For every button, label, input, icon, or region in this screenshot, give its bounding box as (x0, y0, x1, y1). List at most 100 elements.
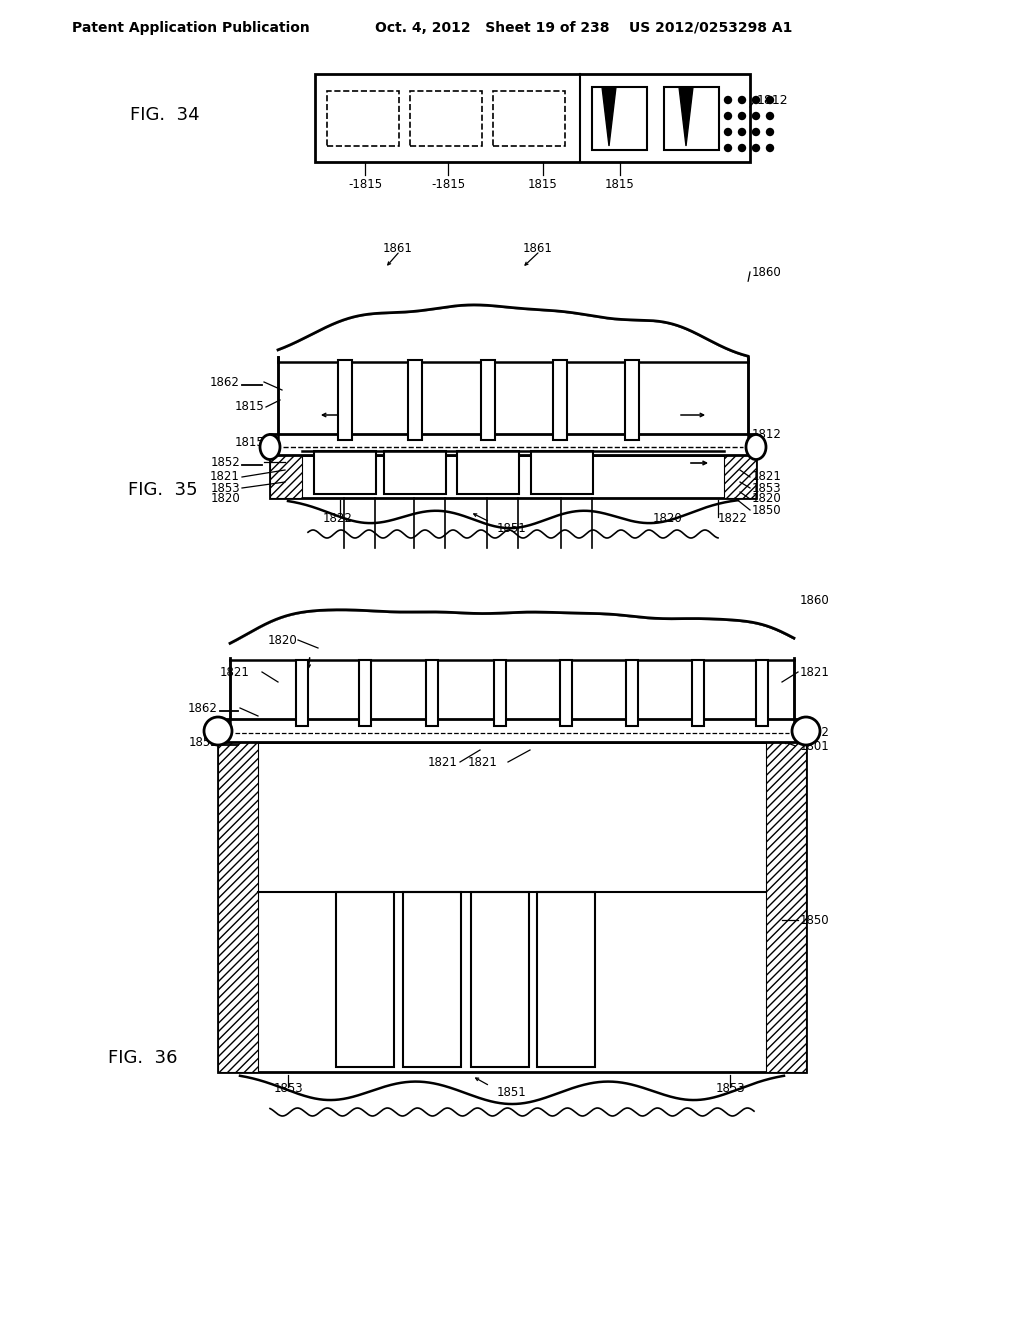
Ellipse shape (792, 717, 820, 744)
Text: 1820: 1820 (653, 511, 683, 524)
Bar (493, 91, 565, 147)
Text: 1860: 1860 (800, 594, 829, 606)
Text: 1861: 1861 (373, 583, 402, 597)
Ellipse shape (746, 434, 766, 459)
Bar (230, 595, 794, 660)
Bar (626, 660, 638, 726)
Text: 1852: 1852 (188, 735, 218, 748)
Polygon shape (679, 87, 693, 147)
Bar (531, 451, 593, 494)
Text: 1860: 1860 (752, 265, 781, 279)
Text: 1850: 1850 (752, 503, 781, 516)
Text: 1853: 1853 (273, 1081, 303, 1094)
Text: -1815: -1815 (431, 177, 465, 190)
Text: 1821: 1821 (428, 755, 458, 768)
Bar (384, 451, 446, 494)
Circle shape (725, 128, 731, 136)
Bar (592, 87, 647, 150)
Bar (724, 455, 756, 498)
Text: 1821: 1821 (210, 470, 240, 483)
Bar (537, 892, 595, 1067)
Bar (426, 660, 438, 726)
Bar (327, 91, 399, 147)
Text: 1861: 1861 (383, 242, 413, 255)
Circle shape (738, 128, 745, 136)
Bar (230, 660, 794, 723)
Bar (270, 434, 756, 455)
Text: 1861: 1861 (525, 583, 555, 597)
Circle shape (767, 112, 773, 120)
Bar (625, 360, 639, 440)
Circle shape (753, 96, 760, 103)
Circle shape (767, 96, 773, 103)
Text: 1801: 1801 (800, 741, 829, 754)
Bar (766, 742, 806, 1072)
Text: 1850: 1850 (800, 913, 829, 927)
Circle shape (753, 112, 760, 120)
Text: 1815: 1815 (234, 436, 264, 449)
Polygon shape (602, 87, 616, 147)
Circle shape (753, 144, 760, 152)
Bar (410, 91, 482, 147)
Text: 1853: 1853 (210, 482, 240, 495)
Text: 1821: 1821 (220, 665, 250, 678)
Bar (230, 660, 794, 723)
Bar (338, 360, 352, 440)
Text: 1861: 1861 (523, 242, 553, 255)
Text: 1820: 1820 (752, 492, 781, 506)
Text: 1853: 1853 (752, 482, 781, 495)
Text: 1815: 1815 (234, 400, 264, 413)
Circle shape (738, 144, 745, 152)
Bar (471, 892, 529, 1067)
Bar (494, 660, 506, 726)
Bar (314, 451, 376, 494)
Bar (296, 660, 308, 726)
Text: 1822: 1822 (323, 511, 353, 524)
Bar (481, 360, 495, 440)
Bar (278, 362, 748, 438)
Bar (336, 892, 394, 1067)
Text: 1815: 1815 (605, 177, 635, 190)
Bar (408, 360, 422, 440)
Bar (278, 362, 748, 438)
Text: Patent Application Publication: Patent Application Publication (72, 21, 309, 36)
Bar (756, 660, 768, 726)
Bar (270, 455, 756, 498)
Bar (692, 660, 705, 726)
Bar (315, 74, 750, 162)
Text: 1862: 1862 (188, 701, 218, 714)
Circle shape (738, 96, 745, 103)
Circle shape (725, 144, 731, 152)
Text: 1821: 1821 (752, 470, 782, 483)
Bar (270, 455, 302, 498)
Text: 1821: 1821 (800, 665, 829, 678)
Text: 1812: 1812 (800, 726, 829, 738)
Bar (218, 742, 806, 1072)
Bar (457, 451, 519, 494)
Circle shape (725, 112, 731, 120)
Circle shape (753, 128, 760, 136)
Ellipse shape (204, 717, 232, 744)
Text: 1821: 1821 (468, 755, 498, 768)
Circle shape (725, 96, 731, 103)
Bar (553, 360, 567, 440)
Bar (278, 302, 748, 362)
Ellipse shape (260, 434, 280, 459)
Text: 1851: 1851 (497, 521, 527, 535)
Circle shape (738, 112, 745, 120)
Bar (218, 719, 806, 742)
Text: FIG.  36: FIG. 36 (108, 1049, 177, 1067)
Text: 1822: 1822 (718, 511, 748, 524)
Bar (664, 87, 719, 150)
Bar (403, 892, 461, 1067)
Bar (359, 660, 371, 726)
Text: 1851: 1851 (497, 1085, 527, 1098)
Text: 1812: 1812 (757, 94, 788, 107)
Text: 1853: 1853 (715, 1081, 744, 1094)
Text: FIG.  35: FIG. 35 (128, 480, 198, 499)
Text: -1815: -1815 (348, 177, 382, 190)
Text: 1812: 1812 (752, 429, 782, 441)
Text: FIG.  34: FIG. 34 (130, 106, 200, 124)
Text: 1852: 1852 (210, 455, 240, 469)
Text: 1820: 1820 (210, 492, 240, 506)
